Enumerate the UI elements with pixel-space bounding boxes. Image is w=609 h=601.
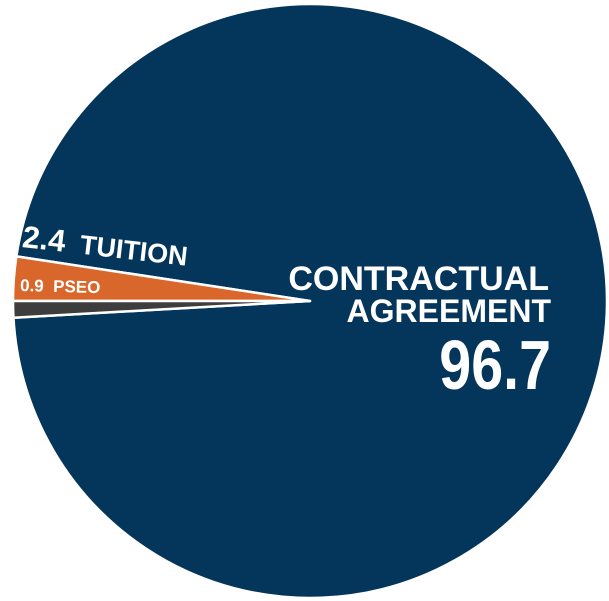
slice-label-contractual-line1: CONTRACTUAL (288, 260, 549, 298)
slice-value-pseo: 0.9 (20, 276, 44, 296)
slice-pseo (11, 299, 312, 320)
pie-slices (11, 2, 609, 600)
slice-value-tuition: 2.4 (21, 219, 69, 259)
slice-label-contractual-line2: AGREEMENT (347, 293, 552, 329)
slice-label-pseo: PSEO (53, 277, 101, 297)
slice-value-contractual: 96.7 (439, 326, 551, 405)
